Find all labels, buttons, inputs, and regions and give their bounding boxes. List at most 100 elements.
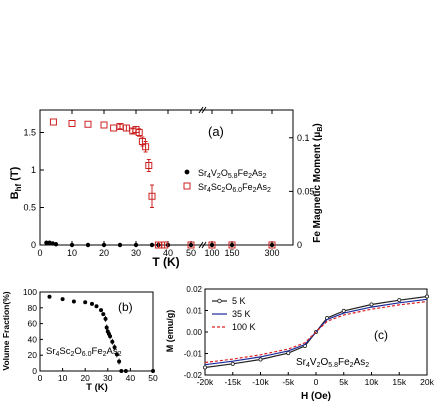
legend-label-series-1: Sr4V2O5.8Fe2As2 bbox=[198, 168, 267, 180]
data-point bbox=[108, 334, 113, 339]
y-tick-label: -0.01 bbox=[184, 350, 203, 359]
x-tick-label: 50 bbox=[186, 248, 196, 258]
y2-tick-label: 0.05 bbox=[297, 186, 315, 196]
axis-break-stroke bbox=[201, 106, 207, 114]
panel-a-label: (a) bbox=[208, 124, 224, 139]
data-point-5k bbox=[286, 351, 291, 356]
data-point bbox=[47, 294, 52, 299]
panel-b-ylabel: Volume Fraction(%) bbox=[1, 291, 11, 370]
x-tick-label: 30 bbox=[131, 248, 141, 258]
data-point-sr4sc2o60fe2as2 bbox=[145, 162, 153, 169]
legend-label-series-2: Sr4Sc2O6.0Fe2As2 bbox=[198, 182, 271, 194]
x-tick-label: 300 bbox=[264, 248, 279, 258]
data-point bbox=[119, 369, 124, 373]
data-point bbox=[103, 316, 108, 321]
data-point-sr4v2o58fe2as2 bbox=[149, 242, 155, 248]
panel-c-ylabel: M (emu/g) bbox=[165, 310, 175, 353]
data-point bbox=[99, 308, 104, 313]
x-tick-label: 10 bbox=[58, 373, 68, 383]
data-point-sr4sc2o60fe2as2 bbox=[268, 241, 276, 249]
y2-tick-label: 0.1 bbox=[297, 133, 310, 143]
y-tick-label: 20 bbox=[28, 350, 38, 360]
x-tick-label: -15k bbox=[224, 377, 241, 387]
panel-b-xlabel: T (K) bbox=[86, 382, 108, 393]
data-point bbox=[101, 312, 106, 317]
panel-a-xlabel: T (K) bbox=[152, 255, 179, 269]
data-point-sr4sc2o60fe2as2 bbox=[68, 120, 76, 127]
panel-c-xlabel: H (Oe) bbox=[301, 391, 331, 402]
x-tick-label: 0 bbox=[314, 377, 319, 387]
data-point-sr4v2o58fe2as2 bbox=[69, 242, 75, 248]
panel-c-label: (c) bbox=[374, 328, 388, 342]
data-point-sr4sc2o60fe2as2 bbox=[208, 241, 216, 249]
panel-a-y2label: Fe Magnetic Moment (μB) bbox=[312, 123, 324, 243]
data-point-sr4sc2o60fe2as2 bbox=[142, 143, 150, 151]
x-tick-label: 20 bbox=[99, 248, 109, 258]
y-tick-label: 0 bbox=[31, 240, 36, 250]
data-point bbox=[151, 369, 155, 373]
data-point-sr4sc2o60fe2as2 bbox=[148, 192, 156, 200]
data-point-5k bbox=[230, 361, 235, 366]
data-point-sr4sc2o60fe2as2 bbox=[187, 241, 195, 249]
data-point-sr4v2o58fe2as2 bbox=[85, 242, 91, 248]
x-tick-label: 10 bbox=[67, 248, 77, 258]
data-point-sr4v2o58fe2as2 bbox=[101, 242, 107, 248]
panel-a-legend: Sr4V2O5.8Fe2As2 Sr4Sc2O6.0Fe2As2 bbox=[183, 168, 271, 194]
y2-tick-label: 0 bbox=[297, 240, 302, 250]
panel-b-compound-label: Sr4Sc2O6.0Fe2As2 bbox=[46, 346, 122, 358]
x-tick-label: 100 bbox=[204, 248, 219, 258]
data-point bbox=[94, 304, 99, 309]
panel-a: 0 10 20 30 40 50 100 150 300 0 0.5 1 1.5 0 0.05 0.1 (a)… bbox=[9, 106, 324, 269]
panel-a-ylabel: Bhf (T) bbox=[9, 166, 23, 199]
x-tick-label: 20k bbox=[420, 377, 434, 387]
data-point-5k bbox=[258, 357, 263, 362]
data-point bbox=[114, 352, 119, 357]
x-tick-label: 15k bbox=[392, 377, 406, 387]
x-tick-label: 40 bbox=[163, 248, 173, 258]
y-tick-label: 100 bbox=[23, 287, 37, 297]
x-tick-label: -10k bbox=[252, 377, 269, 387]
x-tick-label: 10k bbox=[365, 377, 379, 387]
data-point-sr4sc2o60fe2as2 bbox=[110, 124, 118, 132]
y-tick-label: 0.02 bbox=[186, 285, 202, 294]
y-tick-label: 0 bbox=[32, 366, 37, 376]
axis-break-stroke bbox=[201, 241, 207, 249]
x-tick-label: 0 bbox=[37, 248, 42, 258]
data-point-sr4sc2o60fe2as2 bbox=[135, 129, 143, 136]
legend-marker-5k bbox=[217, 298, 222, 304]
data-point-5k bbox=[397, 298, 402, 303]
data-point bbox=[117, 359, 122, 364]
y-tick-label: 80 bbox=[28, 303, 38, 313]
data-point-sr4v2o58fe2as2 bbox=[209, 242, 215, 248]
data-point-sr4v2o58fe2as2 bbox=[44, 240, 49, 245]
data-point-5k bbox=[424, 294, 429, 299]
x-tick-label: 5k bbox=[339, 377, 349, 387]
y-tick-label: 1 bbox=[31, 165, 36, 175]
panel-b-label: (b) bbox=[118, 300, 133, 314]
data-point-sr4v2o58fe2as2 bbox=[229, 242, 235, 248]
y-tick-label: 60 bbox=[28, 319, 38, 329]
x-tick-label: -5k bbox=[282, 377, 295, 387]
data-point bbox=[123, 369, 128, 373]
data-point-sr4sc2o60fe2as2 bbox=[49, 118, 57, 126]
data-point-5k bbox=[341, 308, 346, 313]
panel-b: 0 10 20 30 40 50 0 20 40 60 80 100 (b) Sr4Sc2O6.0Fe… bbox=[1, 287, 158, 393]
x-tick-label: 30 bbox=[103, 373, 113, 383]
x-tick-label: 0 bbox=[38, 373, 43, 383]
y-tick-label: 0.00 bbox=[186, 328, 202, 337]
data-point-sr4v2o58fe2as2 bbox=[188, 242, 194, 248]
data-point-sr4v2o58fe2as2 bbox=[53, 242, 59, 247]
data-point-sr4sc2o60fe2as2 bbox=[100, 121, 108, 129]
data-point bbox=[110, 339, 115, 344]
x-tick-label: 40 bbox=[126, 373, 136, 383]
legend-label-100k: 100 K bbox=[232, 322, 256, 332]
axis-break-stroke bbox=[198, 106, 204, 114]
y-tick-label: 0.01 bbox=[186, 307, 202, 316]
legend-marker-series-1 bbox=[184, 169, 190, 175]
x-tick-label: 50 bbox=[148, 373, 158, 383]
data-point-sr4v2o58fe2as2 bbox=[269, 242, 275, 248]
panel-c-legend: 5 K 35 K 100 K bbox=[212, 296, 256, 332]
data-point bbox=[112, 345, 117, 350]
y-tick-label: 40 bbox=[28, 334, 38, 344]
